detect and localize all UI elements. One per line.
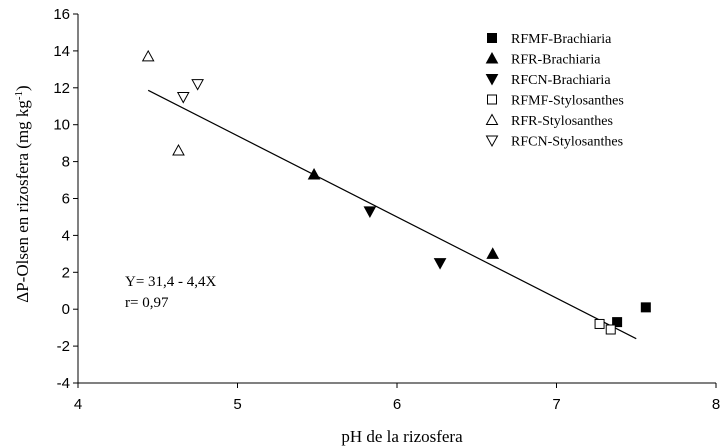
y-tick-label: 4 [62,227,70,244]
x-tick-label: 6 [393,396,401,413]
x-tick-label: 5 [233,396,241,413]
data-point [640,302,651,313]
data-point [433,258,447,270]
data-point [363,206,377,218]
y-axis-label-main: ΔP-Olsen en rizosfera (mg kg [13,100,32,303]
regression-line [147,89,637,340]
data-point [605,324,616,335]
data-points [141,49,651,335]
legend-marker [485,135,499,148]
y-tick-label: -4 [57,375,70,392]
y-tick-label: 16 [53,6,70,23]
x-tick-label: 8 [712,396,720,413]
y-axis-label: ΔP-Olsen en rizosfera (mg kg-1) [13,85,32,302]
r-annotation: r= 0,97 [125,295,169,311]
equation-annotation: Y= 31,4 - 4,4X [125,274,217,290]
data-point [191,79,204,91]
legend-label: RFR-Stylosanthes [511,114,613,129]
data-point [594,318,605,329]
tick-labels: -4 -2 0 2 4 6 8 10 12 14 16 4 5 6 7 8 [53,6,720,413]
y-tick-label: 2 [62,264,70,281]
legend-marker [485,74,499,86]
data-point [176,92,190,104]
legend-marker [485,51,499,64]
data-point [307,167,321,180]
legend-label: RFMF-Stylosanthes [511,94,624,109]
data-point [141,49,155,62]
y-tick-label: 0 [62,301,70,318]
y-tick-label: -2 [57,338,70,355]
y-tick-label: 10 [53,117,70,134]
legend: RFMF-Brachiaria RFR-Brachiaria RFCN-Brachi… [485,32,624,150]
y-axis-label-exp: -1 [13,91,25,100]
x-tick-label: 4 [74,396,82,413]
y-tick-label: 14 [53,43,70,60]
legend-label: RFR-Brachiaria [511,53,601,68]
legend-marker [487,33,497,43]
legend-marker [485,113,499,125]
legend-marker [487,94,497,105]
y-axis-label-close: ) [13,85,32,91]
axes [77,14,716,384]
data-point [612,317,623,328]
legend-label: RFMF-Brachiaria [511,32,612,47]
x-axis-label: pH de la rizosfera [341,427,463,446]
y-tick-label: 6 [62,191,70,208]
legend-label: RFCN-Stylosanthes [511,135,623,150]
data-point [486,247,500,259]
data-point [172,143,185,156]
y-tick-label: 12 [53,80,70,97]
legend-label: RFCN-Brachiaria [511,73,611,88]
y-tick-label: 8 [62,154,70,171]
x-tick-label: 7 [552,396,560,413]
